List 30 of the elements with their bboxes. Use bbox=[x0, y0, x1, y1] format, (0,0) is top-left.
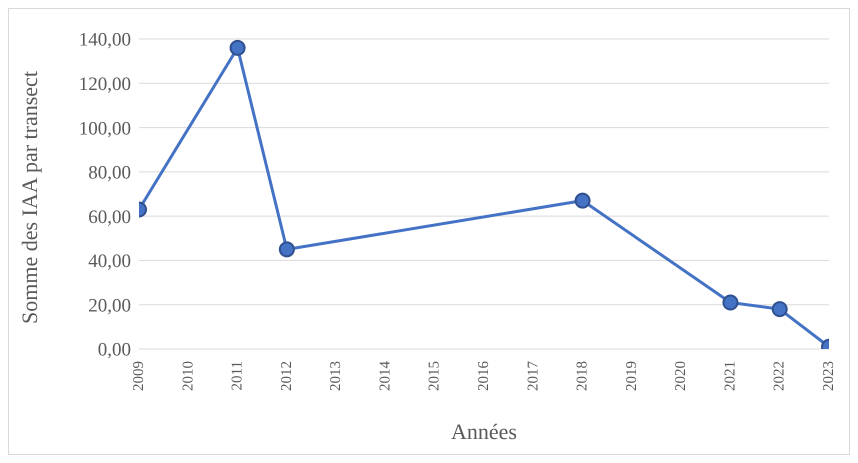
y-tick-label: 140,00 bbox=[78, 30, 131, 51]
x-tick-label: 2019 bbox=[624, 361, 640, 391]
y-tick-label: 20,00 bbox=[88, 295, 131, 316]
y-tick-label: 120,00 bbox=[78, 74, 131, 96]
y-tick-label: 40,00 bbox=[88, 251, 131, 272]
x-tick-label: 2012 bbox=[278, 361, 295, 391]
x-tick-label: 2022 bbox=[772, 361, 788, 391]
point bbox=[574, 192, 591, 209]
point bbox=[278, 241, 295, 258]
point bbox=[722, 294, 738, 310]
x-tick-label: 2018 bbox=[574, 361, 591, 391]
x-tick-label: 2014 bbox=[377, 360, 394, 391]
y-tick-label: 0,00 bbox=[98, 340, 131, 361]
y-tick-label: 100,00 bbox=[78, 118, 131, 140]
x-tick-label: 2010 bbox=[180, 361, 196, 391]
y-tick-label: 80,00 bbox=[88, 162, 131, 184]
y-tick-label: 60,00 bbox=[88, 206, 131, 228]
x-tick-label: 2023 bbox=[821, 361, 837, 391]
point bbox=[772, 301, 788, 318]
x-tick-label: 2011 bbox=[230, 361, 246, 390]
x-tick-label: 2013 bbox=[328, 361, 344, 391]
y-axis-title: Somme des IAA par transect bbox=[16, 71, 42, 324]
x-tick-label: 2015 bbox=[426, 361, 443, 391]
x-tick-label: 2016 bbox=[476, 360, 492, 391]
point bbox=[230, 40, 246, 56]
x-tick-label: 2020 bbox=[673, 361, 690, 391]
x-tick-label: 2021 bbox=[722, 361, 738, 391]
x-tick-label: 2009 bbox=[131, 361, 147, 391]
x-tick-label: 2017 bbox=[525, 360, 542, 391]
x-axis-title: Années bbox=[451, 419, 517, 444]
